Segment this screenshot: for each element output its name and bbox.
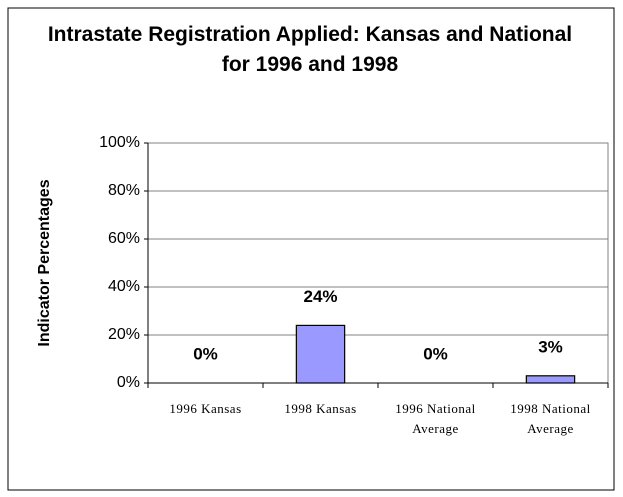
x-tick-label: 1996 Kansas [169,401,242,416]
y-tick-label: 40% [108,278,140,295]
y-tick-label: 60% [108,230,140,247]
x-tick-label: 1996 National Average [395,401,476,436]
y-tick-label: 0% [117,374,140,391]
y-tick-label: 100% [99,134,140,151]
x-tick-label: 1998 Kansas [284,401,357,416]
y-tick-label: 20% [108,326,140,343]
chart-title: Intrastate Registration Applied: Kansas … [47,23,573,76]
y-axis-label: Indicator Percentages [36,179,53,346]
chart-border [7,7,615,491]
bar [295,324,346,384]
data-label: 0% [193,344,218,363]
data-label: 0% [423,344,448,363]
x-tick-label: 1998 National Average [510,401,591,436]
data-label: 3% [538,337,563,356]
y-tick-label: 80% [108,182,140,199]
data-label: 24% [303,287,337,306]
bar [525,375,576,384]
